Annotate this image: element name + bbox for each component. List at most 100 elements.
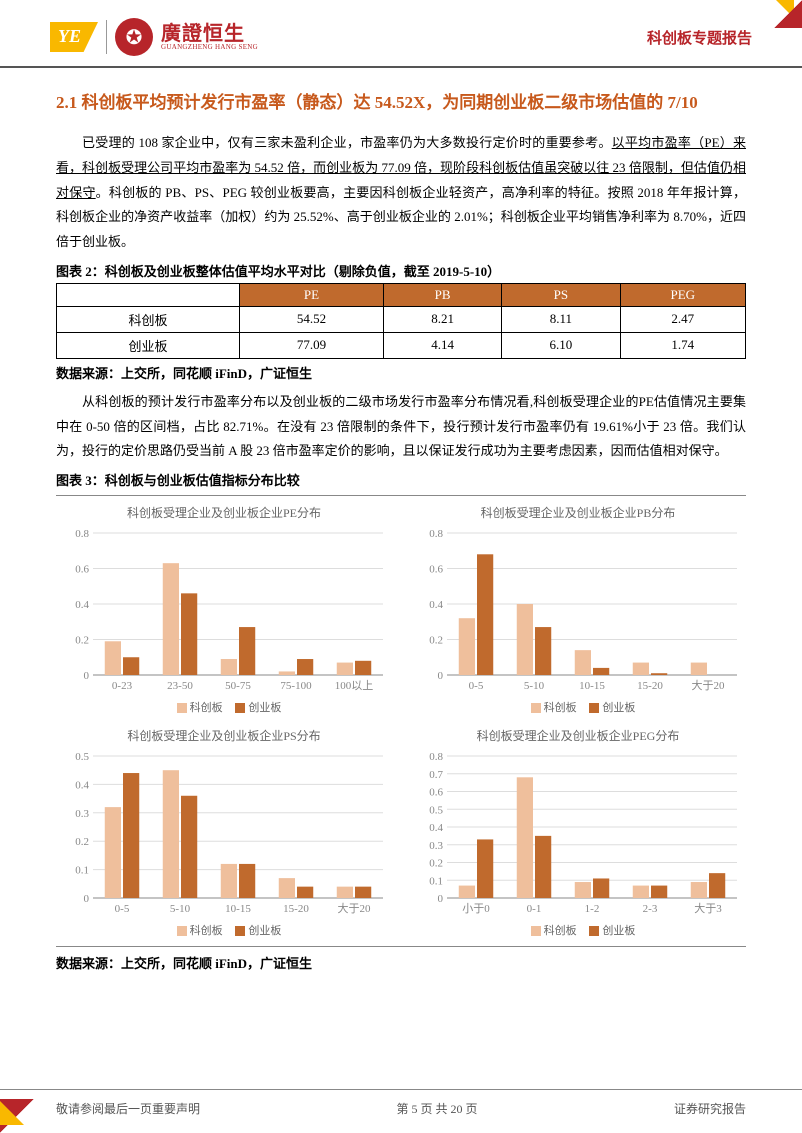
chart-peg: 科创板受理企业及创业板企业PEG分布 00.10.20.30.40.50.60.… xyxy=(410,727,746,938)
svg-text:0.6: 0.6 xyxy=(429,563,443,575)
content-area: 2.1 科创板平均预计发行市盈率（静态）达 54.52X，为同期创业板二级市场估… xyxy=(0,84,802,972)
legend-box-chuangye xyxy=(235,926,245,936)
comparison-table: PE PB PS PEG 科创板 54.52 8.21 8.11 2.47 创业… xyxy=(56,283,746,359)
ye-logo-icon xyxy=(50,22,98,52)
chart-grid: 科创板受理企业及创业板企业PE分布 0 0.2 0.4 0.6 0.8 0-23 23-50… xyxy=(56,495,746,947)
svg-text:10-15: 10-15 xyxy=(225,903,251,915)
legend-box-kechuang xyxy=(177,926,187,936)
svg-text:0.5: 0.5 xyxy=(429,804,443,816)
paragraph-1: 已受理的 108 家企业中，仅有三家未盈利企业，市盈率仍为大多数投行定价时的重要… xyxy=(56,131,746,254)
figure-3-caption: 图表 3：科创板与创业板估值指标分布比较 xyxy=(56,470,746,489)
svg-text:75-100: 75-100 xyxy=(280,680,312,692)
svg-text:0.6: 0.6 xyxy=(429,786,443,798)
svg-text:0-23: 0-23 xyxy=(112,680,133,692)
table-header-row: PE PB PS PEG xyxy=(57,283,746,306)
table-header-ps: PS xyxy=(502,283,620,306)
svg-text:0.4: 0.4 xyxy=(75,779,89,791)
chart-peg-legend: 科创板 创业板 xyxy=(410,922,746,938)
legend-box-chuangye xyxy=(589,926,599,936)
svg-text:0: 0 xyxy=(84,893,90,905)
table-header-blank xyxy=(57,283,240,306)
chart-pb-svg: 00.20.40.60.80-55-1010-1515-20大于20 xyxy=(410,527,746,697)
brand-cn: 廣證恒生 xyxy=(161,24,258,44)
svg-text:0.8: 0.8 xyxy=(75,528,89,540)
svg-text:0.5: 0.5 xyxy=(75,751,89,763)
legend-label-b: 创业板 xyxy=(602,702,635,714)
svg-text:10-15: 10-15 xyxy=(579,680,605,692)
paragraph-2: 从科创板的预计发行市盈率分布以及创业板的二级市场发行市盈率分布情况看,科创板受理… xyxy=(56,390,746,464)
chart-pb-title: 科创板受理企业及创业板企业PB分布 xyxy=(410,504,746,521)
footer-center: 第 5 页 共 20 页 xyxy=(396,1100,477,1117)
table-cell: 54.52 xyxy=(239,306,383,332)
svg-text:15-20: 15-20 xyxy=(283,903,309,915)
legend-label-a: 科创板 xyxy=(544,702,577,714)
svg-text:0: 0 xyxy=(438,670,444,682)
svg-text:大于3: 大于3 xyxy=(694,901,722,915)
svg-text:50-75: 50-75 xyxy=(225,680,251,692)
brand-text: 廣證恒生 GUANGZHENG HANG SENG xyxy=(161,24,258,51)
svg-text:0: 0 xyxy=(438,893,444,905)
table-cell: 8.11 xyxy=(502,306,620,332)
svg-text:0: 0 xyxy=(84,670,90,682)
para-1c: 。科创板的 PB、PS、PEG 较创业板要高，主要因科创板企业轻资产，高净利率的… xyxy=(56,185,746,249)
logo-divider xyxy=(106,20,107,54)
chart-ps-svg: 00.10.20.30.40.50-55-1010-1515-20大于20 xyxy=(56,750,392,920)
svg-text:5-10: 5-10 xyxy=(170,903,191,915)
legend-label-b: 创业板 xyxy=(248,925,281,937)
legend-label-b: 创业板 xyxy=(602,925,635,937)
table-cell: 创业板 xyxy=(57,332,240,358)
chart-ps-title: 科创板受理企业及创业板企业PS分布 xyxy=(56,727,392,744)
svg-text:0.2: 0.2 xyxy=(75,836,89,848)
svg-text:0.4: 0.4 xyxy=(75,599,89,611)
legend-box-kechuang xyxy=(531,926,541,936)
chart-pb: 科创板受理企业及创业板企业PB分布 00.20.40.60.80-55-1010… xyxy=(410,504,746,715)
figure-2-source: 数据来源：上交所，同花顺 iFinD，广证恒生 xyxy=(56,363,746,382)
figure-3-source: 数据来源：上交所，同花顺 iFinD，广证恒生 xyxy=(56,953,746,972)
table-row: 创业板 77.09 4.14 6.10 1.74 xyxy=(57,332,746,358)
table-cell: 4.14 xyxy=(384,332,502,358)
logo-group: ✪ 廣證恒生 GUANGZHENG HANG SENG xyxy=(50,18,258,56)
brand-en: GUANGZHENG HANG SENG xyxy=(161,44,258,51)
legend-label-b: 创业板 xyxy=(248,702,281,714)
legend-box-chuangye xyxy=(235,703,245,713)
table-cell: 8.21 xyxy=(384,306,502,332)
chart-pe-svg: 0 0.2 0.4 0.6 0.8 0-23 23-50 50-75 75-100 100以上 xyxy=(56,527,392,697)
svg-text:1-2: 1-2 xyxy=(585,903,600,915)
legend-label-a: 科创板 xyxy=(544,925,577,937)
para-1a: 已受理的 108 家企业中，仅有三家未盈利企业，市盈率仍为大多数投行定价时的重要… xyxy=(82,135,612,150)
section-heading: 2.1 科创板平均预计发行市盈率（静态）达 54.52X，为同期创业板二级市场估… xyxy=(56,84,746,121)
table-cell: 科创板 xyxy=(57,306,240,332)
svg-text:大于20: 大于20 xyxy=(338,901,371,915)
chart-ps-legend: 科创板 创业板 xyxy=(56,922,392,938)
table-header-pe: PE xyxy=(239,283,383,306)
svg-text:100以上: 100以上 xyxy=(335,679,374,692)
svg-text:23-50: 23-50 xyxy=(167,680,193,692)
svg-text:0.6: 0.6 xyxy=(75,563,89,575)
svg-text:0.4: 0.4 xyxy=(429,599,443,611)
table-cell: 77.09 xyxy=(239,332,383,358)
chart-pe: 科创板受理企业及创业板企业PE分布 0 0.2 0.4 0.6 0.8 0-23 23-50… xyxy=(56,504,392,715)
chart-pe-title: 科创板受理企业及创业板企业PE分布 xyxy=(56,504,392,521)
chart-peg-title: 科创板受理企业及创业板企业PEG分布 xyxy=(410,727,746,744)
svg-text:0.4: 0.4 xyxy=(429,822,443,834)
svg-text:0.8: 0.8 xyxy=(429,751,443,763)
svg-text:2-3: 2-3 xyxy=(643,903,658,915)
svg-text:0.1: 0.1 xyxy=(429,875,443,887)
legend-box-kechuang xyxy=(177,703,187,713)
legend-label-a: 科创板 xyxy=(190,702,223,714)
report-category: 科创板专题报告 xyxy=(647,27,752,48)
chart-pe-legend: 科创板 创业板 xyxy=(56,699,392,715)
page-footer: 敬请参阅最后一页重要声明 第 5 页 共 20 页 证券研究报告 xyxy=(0,1089,802,1133)
page-header: ✪ 廣證恒生 GUANGZHENG HANG SENG 科创板专题报告 xyxy=(0,0,802,68)
svg-text:0.2: 0.2 xyxy=(75,634,89,646)
table-row: 科创板 54.52 8.21 8.11 2.47 xyxy=(57,306,746,332)
hangseng-seal-icon: ✪ xyxy=(115,18,153,56)
page: ✪ 廣證恒生 GUANGZHENG HANG SENG 科创板专题报告 2.1 … xyxy=(0,0,802,1133)
table-cell: 1.74 xyxy=(620,332,746,358)
svg-text:0.7: 0.7 xyxy=(429,769,443,781)
svg-text:大于20: 大于20 xyxy=(692,678,725,692)
legend-label-a: 科创板 xyxy=(190,925,223,937)
svg-text:15-20: 15-20 xyxy=(637,680,663,692)
svg-text:0.8: 0.8 xyxy=(429,528,443,540)
svg-text:0.3: 0.3 xyxy=(429,840,443,852)
